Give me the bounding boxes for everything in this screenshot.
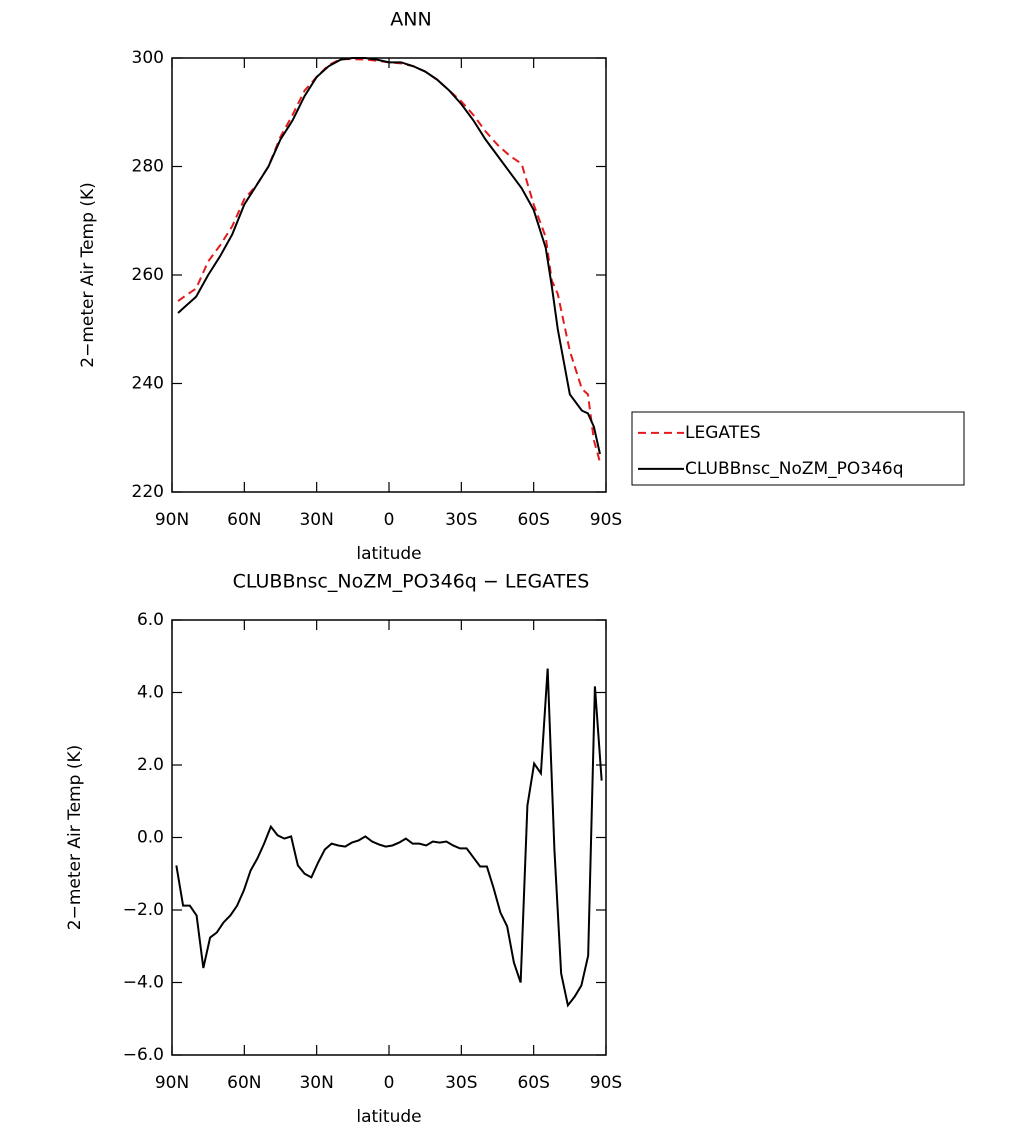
y-tick-label: −6.0 bbox=[123, 1045, 164, 1065]
x-tick-label: 60S bbox=[517, 1073, 549, 1093]
y-tick-label: 2.0 bbox=[137, 755, 164, 775]
x-tick-label: 90N bbox=[155, 1073, 189, 1093]
y-axis-label: 2−meter Air Temp (K) bbox=[65, 745, 85, 930]
x-tick-label: 90S bbox=[590, 510, 622, 530]
y-tick-label: 300 bbox=[132, 48, 164, 68]
y-tick-label: 6.0 bbox=[137, 610, 164, 630]
x-tick-label: 60S bbox=[517, 510, 549, 530]
y-tick-label: 260 bbox=[132, 265, 164, 285]
y-tick-label: 220 bbox=[132, 482, 164, 502]
x-tick-label: 30N bbox=[299, 1073, 333, 1093]
x-tick-label: 60N bbox=[227, 510, 261, 530]
x-axis-label: latitude bbox=[356, 544, 421, 564]
data-line bbox=[177, 58, 601, 463]
data-line bbox=[177, 57, 601, 455]
x-tick-label: 30N bbox=[299, 510, 333, 530]
legend-label: LEGATES bbox=[685, 423, 761, 443]
plot: ANN latitude 2−meter Air Temp (K) 90N 60N 30N… bbox=[78, 9, 965, 564]
y-tick-label: 4.0 bbox=[137, 683, 164, 703]
y-axis-label: 2−meter Air Temp (K) bbox=[78, 182, 98, 367]
legend-frame bbox=[631, 411, 965, 486]
legend: LEGATES CLUBBnsc_NoZM_PO346q bbox=[631, 411, 965, 486]
x-tick-label: 30S bbox=[445, 1073, 477, 1093]
x-tick-label: 0 bbox=[384, 510, 395, 530]
plot-frame bbox=[171, 57, 607, 493]
y-tick-label: 280 bbox=[132, 157, 164, 177]
x-axis-label: latitude bbox=[356, 1107, 421, 1127]
x-tick-label: 30S bbox=[445, 510, 477, 530]
x-tick-label: 60N bbox=[227, 1073, 261, 1093]
y-tick-label: 240 bbox=[132, 374, 164, 394]
chart-title: CLUBBnsc_NoZM_PO346q − LEGATES bbox=[233, 571, 590, 593]
chart-title: ANN bbox=[390, 9, 431, 31]
y-tick-label: −4.0 bbox=[123, 973, 164, 993]
data-line bbox=[175, 668, 603, 1008]
legend-label: CLUBBnsc_NoZM_PO346q bbox=[685, 459, 904, 479]
plot-frame bbox=[171, 619, 607, 1056]
y-tick-label: 0.0 bbox=[137, 828, 164, 848]
plot: CLUBBnsc_NoZM_PO346q − LEGATES latitude 2−… bbox=[65, 571, 622, 1128]
x-tick-label: 90N bbox=[155, 510, 189, 530]
x-tick-label: 0 bbox=[384, 1073, 395, 1093]
x-tick-label: 90S bbox=[590, 1073, 622, 1093]
y-tick-label: −2.0 bbox=[123, 900, 164, 920]
